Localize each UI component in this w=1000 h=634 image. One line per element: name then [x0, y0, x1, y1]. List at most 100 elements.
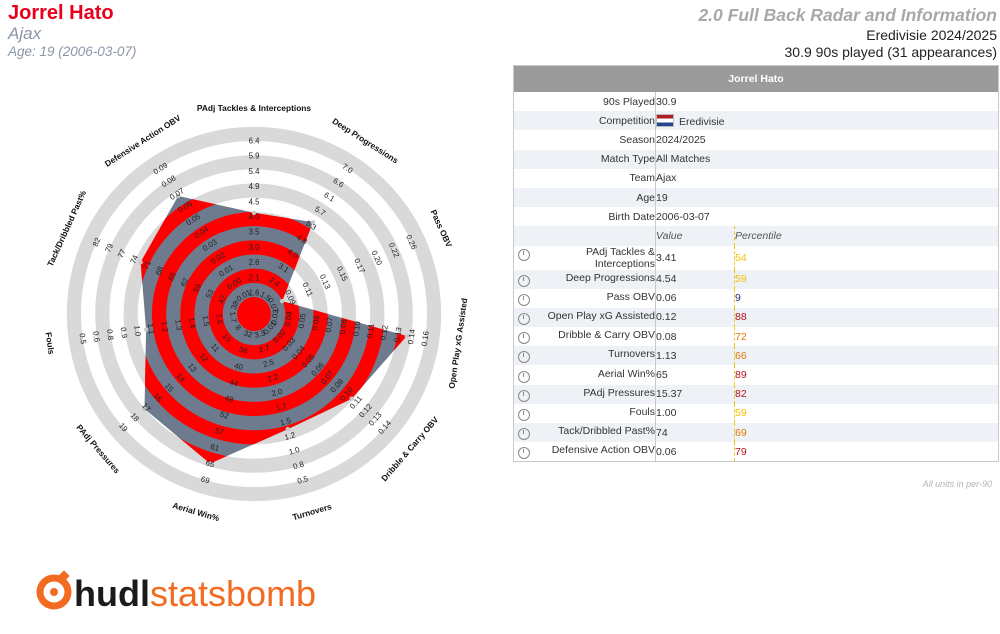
axis-tick-label: 1.0 [132, 325, 143, 338]
radar-red-band [208, 268, 300, 360]
metric-value: 0.08 [656, 330, 677, 343]
metric-row: Defensive Action OBV 0.06 79 [513, 442, 999, 462]
player-name: Jorrel Hato [8, 2, 114, 24]
metric-row: Tack/Dribbled Past% 74 69 [513, 423, 999, 443]
axis-tick-label: 1.2 [160, 321, 170, 333]
radar-chart: 1.6 2.1 2.6 3.0 3.5 4.0 4.5 4.9 5.4 5.9 6.4 PAdj Ta… [44, 103, 470, 523]
axis-tick-label: 1.7 [275, 401, 288, 413]
axis-tick-label: 6.4 [249, 137, 261, 146]
metric-percentile: 66 [734, 346, 999, 366]
metric-label: Tack/Dribbled Past% [513, 423, 656, 443]
info-table-title: Jorrel Hato [513, 65, 999, 92]
stopwatch-icon [518, 293, 530, 306]
axis-tick-label: 0.5 [296, 474, 310, 486]
metric-percentile: 9 [734, 288, 999, 308]
info-row-label: Competition [513, 111, 656, 131]
axis-tick-label: 0.10 [351, 320, 362, 337]
league-season-line: Eredivisie 2024/2025 [866, 27, 997, 43]
axis-tick-label: 0.06 [310, 315, 321, 331]
metric-row: PAdj Pressures 15.37 82 [513, 384, 999, 404]
axis-tick-label: 2.7 [258, 343, 271, 355]
radar-point [404, 333, 409, 339]
info-row-label: Birth Date [513, 207, 656, 227]
axis-tick-label: 0.04 [283, 310, 294, 327]
axis-tick-label: 4.0 [249, 213, 261, 222]
axis-tick-label: 69 [200, 474, 211, 485]
units-footnote: All units in per-90 [922, 479, 992, 489]
info-row: Competition Eredivisie [513, 111, 999, 131]
metric-value: 4.54 [655, 269, 735, 289]
metric-name: Fouls [629, 405, 655, 418]
axis-tick-label: 0.13 [392, 327, 403, 343]
metric-name: Pass OBV [606, 290, 655, 303]
radar-red-band [180, 240, 328, 388]
axis-tick-label: 0.6 [91, 331, 101, 343]
team-name: Ajax [8, 24, 42, 43]
metric-label: Open Play xG Assisted [513, 307, 656, 328]
radar-point [349, 396, 354, 401]
radar-center [237, 297, 271, 331]
stopwatch-icon [518, 332, 530, 345]
metric-name: Open Play xG Assisted [547, 309, 655, 322]
metric-name: Dribble & Carry OBV [558, 329, 655, 342]
metric-label: PAdj Tackles & Interceptions [513, 245, 656, 270]
bomb-icon [36, 570, 72, 610]
axis-tick-label: 1.4 [187, 317, 198, 330]
radar-point [280, 298, 285, 304]
info-row-value: 30.9 [656, 95, 677, 108]
info-row-value: 2024/2025 [656, 133, 706, 146]
radar-point [143, 327, 149, 332]
axis-tick-label: 68 [154, 265, 166, 277]
axis-tick-label: 1.6 [214, 313, 224, 325]
axis-tick-label: 2.2 [266, 372, 279, 384]
metric-label: Turnovers [513, 346, 656, 366]
competition-name: Eredivisie [679, 115, 725, 128]
stopwatch-icon [518, 248, 530, 261]
logo-text-statsbomb: statsbomb [150, 573, 316, 614]
metric-row: Open Play xG Assisted 0.12 88 [513, 307, 999, 328]
metric-name: Defensive Action OBV [551, 444, 655, 457]
axis-tick-label: 3.0 [249, 243, 261, 252]
info-row-value: Eredivisie [655, 111, 999, 131]
metric-value: 1.13 [655, 346, 735, 366]
metric-axis-label: Pass OBV [429, 208, 455, 249]
metric-value: 0.06 [656, 445, 677, 458]
metric-axis-label: Fouls [44, 332, 57, 356]
value-column-header: Value [655, 226, 735, 246]
info-row: 90s Played 30.9 [513, 92, 999, 112]
info-row-value: All Matches [655, 149, 999, 169]
metric-row: Pass OBV 0.06 9 [513, 288, 999, 308]
metric-name: PAdj Tackles & Interceptions [585, 245, 655, 270]
metric-name: PAdj Pressures [583, 386, 655, 399]
axis-tick-label: 0.8 [292, 460, 305, 472]
background-ring [95, 155, 413, 473]
axis-tick-label: 0.12 [379, 325, 390, 341]
metric-value: 0.12 [655, 307, 735, 328]
axis-tick-label: 0.14 [406, 328, 417, 345]
axis-tick-label: 1.5 [201, 315, 212, 328]
metric-value: 3.41 [656, 251, 677, 264]
metric-name: Aerial Win% [597, 367, 655, 380]
axis-tick-label: 71 [141, 259, 153, 271]
info-row-value: Ajax [656, 172, 677, 185]
info-row-label: Team [513, 168, 656, 188]
axis-tick-label: 1.1 [146, 323, 156, 335]
radar-point [285, 426, 290, 432]
radar-point [251, 210, 257, 215]
metric-value: 65 [656, 369, 668, 382]
info-row-label: Age [513, 187, 656, 208]
age-line: Age: 19 (2006-03-07) [8, 44, 137, 59]
axis-tick-label: 48 [224, 393, 235, 404]
axis-tick-label: 0.5 [78, 333, 89, 346]
report-title: 2.0 Full Back Radar and Information [698, 5, 997, 25]
axis-tick-label: 59 [191, 282, 203, 294]
info-row-label: 90s Played [513, 92, 656, 112]
axis-tick-label: 62 [179, 276, 191, 288]
radar-point [138, 260, 143, 265]
background-ring [66, 126, 442, 502]
axis-tick-label: 65 [205, 458, 216, 469]
metric-label: Defensive Action OBV [513, 442, 656, 462]
axis-tick-label: 57 [214, 426, 225, 437]
axis-tick-label: 8 [233, 323, 243, 332]
axis-tick-label: 4.5 [249, 197, 261, 206]
